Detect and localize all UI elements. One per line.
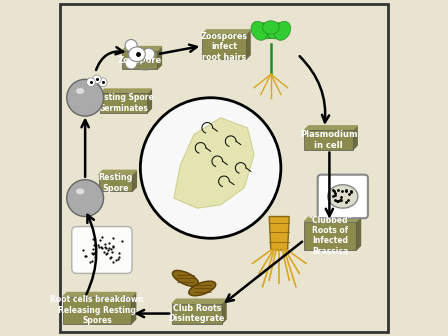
Polygon shape	[122, 47, 161, 51]
Polygon shape	[157, 47, 161, 69]
Polygon shape	[356, 217, 361, 250]
Circle shape	[143, 48, 155, 60]
Polygon shape	[174, 118, 254, 208]
Polygon shape	[147, 89, 151, 113]
Text: Plasmodium
in cell: Plasmodium in cell	[300, 130, 358, 150]
Ellipse shape	[76, 88, 84, 94]
Polygon shape	[99, 170, 136, 175]
Polygon shape	[304, 217, 361, 221]
FancyBboxPatch shape	[304, 130, 353, 150]
Ellipse shape	[263, 21, 279, 34]
Polygon shape	[222, 299, 226, 324]
FancyArrowPatch shape	[160, 45, 197, 54]
Polygon shape	[353, 126, 357, 150]
Circle shape	[67, 180, 103, 216]
Circle shape	[92, 75, 101, 84]
Polygon shape	[246, 30, 250, 59]
Polygon shape	[172, 299, 226, 303]
FancyArrowPatch shape	[137, 310, 169, 317]
Text: Root cells breakdown
Releasing Resting
Spores: Root cells breakdown Releasing Resting S…	[50, 295, 144, 325]
Text: Resting Spore
Germinates: Resting Spore Germinates	[93, 93, 154, 113]
Text: Zoospores
infect
root hairs: Zoospores infect root hairs	[200, 32, 248, 61]
Polygon shape	[100, 89, 151, 93]
FancyArrowPatch shape	[86, 215, 96, 294]
Text: Zoospore: Zoospore	[117, 55, 162, 65]
Ellipse shape	[251, 22, 267, 40]
FancyBboxPatch shape	[304, 221, 356, 250]
Polygon shape	[202, 30, 250, 34]
FancyArrowPatch shape	[82, 120, 89, 177]
Polygon shape	[269, 216, 289, 250]
FancyBboxPatch shape	[202, 34, 246, 59]
Polygon shape	[129, 47, 145, 61]
Polygon shape	[63, 292, 136, 297]
FancyArrowPatch shape	[96, 47, 123, 70]
Circle shape	[140, 98, 281, 238]
Ellipse shape	[274, 22, 291, 40]
Ellipse shape	[255, 23, 275, 39]
Text: "Clubbed"
Roots of
Infected
Brassica: "Clubbed" Roots of Infected Brassica	[309, 216, 352, 256]
FancyArrowPatch shape	[300, 56, 329, 122]
Polygon shape	[131, 292, 136, 324]
Circle shape	[125, 40, 137, 51]
Circle shape	[99, 78, 107, 87]
FancyBboxPatch shape	[99, 175, 132, 192]
FancyArrowPatch shape	[326, 152, 333, 216]
Circle shape	[86, 78, 95, 87]
Ellipse shape	[328, 185, 358, 208]
Circle shape	[67, 79, 103, 116]
Ellipse shape	[172, 270, 198, 286]
Ellipse shape	[76, 188, 84, 195]
FancyBboxPatch shape	[72, 226, 132, 274]
Circle shape	[125, 57, 137, 69]
FancyBboxPatch shape	[100, 93, 147, 113]
Text: Club Roots
Disintegrate: Club Roots Disintegrate	[169, 304, 225, 323]
Ellipse shape	[267, 23, 286, 39]
FancyBboxPatch shape	[63, 297, 131, 324]
FancyArrowPatch shape	[226, 242, 302, 302]
Ellipse shape	[189, 281, 216, 296]
Polygon shape	[304, 126, 357, 130]
FancyBboxPatch shape	[122, 51, 157, 69]
FancyBboxPatch shape	[172, 303, 222, 324]
FancyBboxPatch shape	[318, 175, 368, 218]
Text: Resting
Spore: Resting Spore	[98, 173, 133, 193]
Polygon shape	[132, 170, 136, 192]
